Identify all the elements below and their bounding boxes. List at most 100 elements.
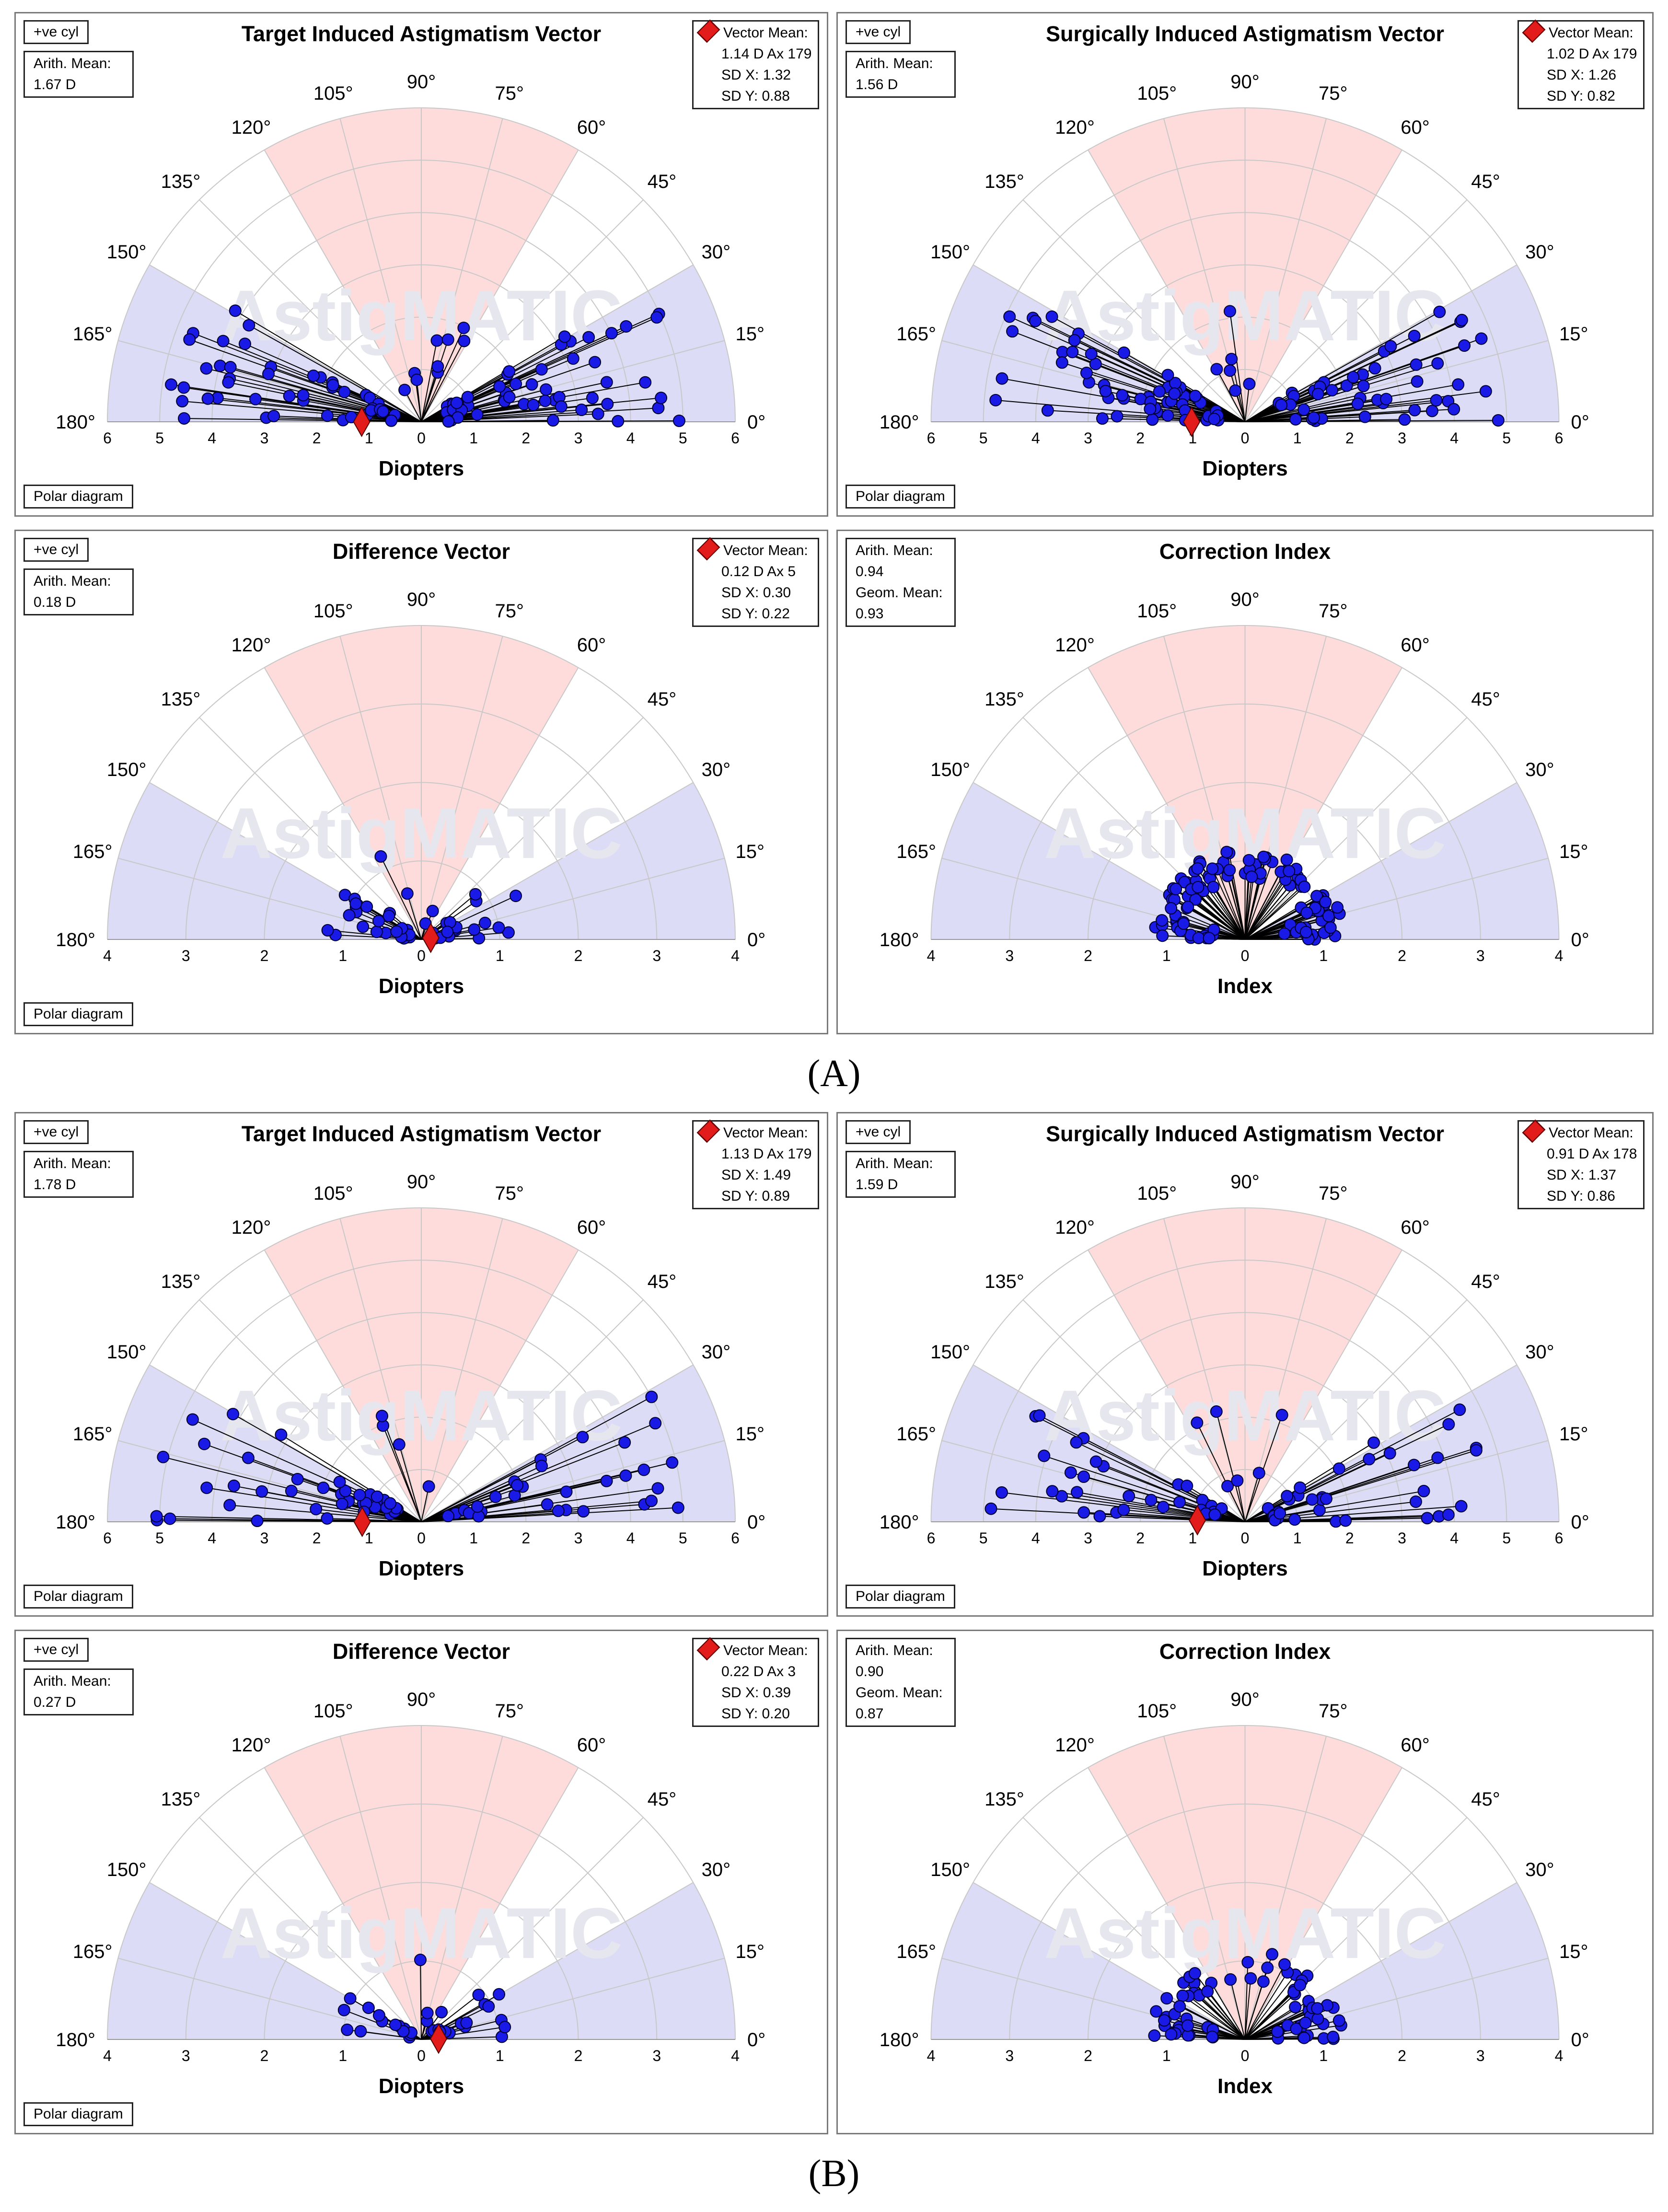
angle-label: 180° [880, 412, 919, 433]
grid-spoke [1244, 1299, 1468, 1522]
diamond-icon [696, 537, 720, 561]
data-point [645, 1390, 658, 1403]
cyl-sign-box: +ve cyl [846, 1120, 911, 1144]
data-point [540, 383, 553, 396]
tick-label: 2 [313, 1529, 321, 1547]
data-point [441, 333, 454, 346]
vector-line [1195, 899, 1246, 940]
vector-mean-box: Vector Mean: 0.22 D Ax 3 SD X: 0.39 SD Y: 0… [692, 1637, 819, 1727]
polar-plot: AstigMATIC180°165°150°135°120°105°90°75°… [880, 539, 1589, 998]
tick-label: 2 [574, 2047, 583, 2064]
data-point [1408, 404, 1421, 417]
data-point [353, 1489, 366, 1502]
grid-spoke [1244, 1736, 1327, 2040]
vector-line [1207, 1991, 1246, 2040]
data-point [1161, 369, 1174, 382]
angle-label: 120° [232, 1735, 271, 1756]
angle-label: 45° [1471, 689, 1500, 710]
data-point [223, 1499, 236, 1512]
data-point [1289, 2001, 1302, 2014]
angle-label: 30° [1525, 759, 1554, 780]
data-point [344, 1992, 357, 2005]
data-point [1191, 862, 1204, 875]
data-points [985, 1403, 1483, 1528]
data-point [441, 1509, 454, 1522]
data-point [1220, 845, 1233, 858]
data-point [1006, 325, 1019, 338]
grid-spoke [1088, 1250, 1246, 1522]
data-point [336, 1497, 348, 1510]
data-point [349, 897, 362, 910]
mean-stats-box: Arith. Mean: 0.94 Geom. Mean: 0.93 [846, 538, 956, 627]
vector-line [248, 324, 422, 422]
tick-label: 2 [1398, 2047, 1406, 2064]
tick-label: 4 [731, 947, 740, 964]
data-point [1363, 1453, 1376, 1466]
tick-label: 0 [1241, 2047, 1250, 2064]
tick-label: 0 [1241, 947, 1250, 964]
angle-label: 75° [495, 83, 524, 104]
vector-line [1244, 861, 1273, 940]
data-point [1339, 1514, 1352, 1527]
tick-label: 1 [338, 2047, 347, 2064]
data-point [586, 392, 599, 405]
angle-label: 0° [747, 929, 765, 950]
data-point [619, 1469, 632, 1482]
vector-line [1199, 1995, 1246, 2040]
vector-line [1244, 1972, 1288, 2040]
data-point [307, 370, 320, 382]
data-point [1189, 390, 1202, 403]
mean-stats-box: Arith. Mean: 0.27 D [23, 1668, 134, 1715]
data-point [1331, 901, 1344, 914]
data-point [503, 365, 516, 378]
data-point [370, 926, 383, 938]
data-point [227, 1408, 240, 1421]
vector-line [1182, 1995, 1246, 2040]
data-point [165, 378, 178, 391]
data-point [503, 391, 516, 404]
tick-label: 3 [652, 2047, 661, 2064]
data-point [1275, 398, 1288, 411]
data-point [510, 377, 522, 390]
vector-line [1216, 369, 1246, 422]
angle-label: 0° [1571, 1512, 1589, 1533]
data-point [535, 1459, 548, 1472]
data-point [1176, 1989, 1189, 2002]
data-point [385, 414, 398, 427]
data-point [1306, 1493, 1319, 1506]
data-point [482, 2000, 495, 2013]
tick-label: 0 [417, 1529, 426, 1547]
tick-label: 4 [1555, 2047, 1564, 2064]
chart-panel-b3: AstigMATIC 180° 165° 150° 135° 120° 105° 90° 75°… [14, 1630, 828, 2134]
diamond-icon [1522, 19, 1546, 43]
angle-label: 45° [648, 689, 677, 710]
angle-label: 75° [495, 1183, 524, 1204]
tick-label: 2 [260, 947, 269, 964]
data-point [1153, 385, 1166, 398]
data-point [1165, 902, 1178, 915]
data-point [1085, 347, 1098, 360]
angle-label: 90° [407, 1689, 436, 1710]
polar-plot: AstigMATIC180°165°150°135°120°105°90°75°… [880, 22, 1589, 480]
grid-spoke [421, 199, 644, 422]
angle-label: 15° [736, 1941, 765, 1962]
data-point [1066, 346, 1079, 359]
vector-line [1188, 1995, 1246, 2040]
grid-spoke [1088, 150, 1246, 422]
cyl-sign-box: +ve cyl [23, 20, 89, 44]
data-point [1297, 2031, 1310, 2044]
tick-label: 4 [208, 429, 216, 447]
polar-diagram-label: Polar diagram [846, 1585, 955, 1609]
data-point [612, 415, 625, 428]
cyl-sign-box: +ve cyl [23, 1120, 89, 1144]
angle-label: 165° [896, 841, 936, 862]
data-point [502, 926, 515, 939]
angle-label: 60° [577, 117, 606, 138]
tick-label: 1 [1293, 429, 1302, 447]
cyl-sign-box: +ve cyl [846, 20, 911, 44]
grid-spoke [1244, 1882, 1517, 2040]
data-points [1148, 1948, 1347, 2045]
data-point [1492, 414, 1505, 427]
data-point [1297, 403, 1310, 416]
tick-label: 3 [652, 947, 661, 964]
